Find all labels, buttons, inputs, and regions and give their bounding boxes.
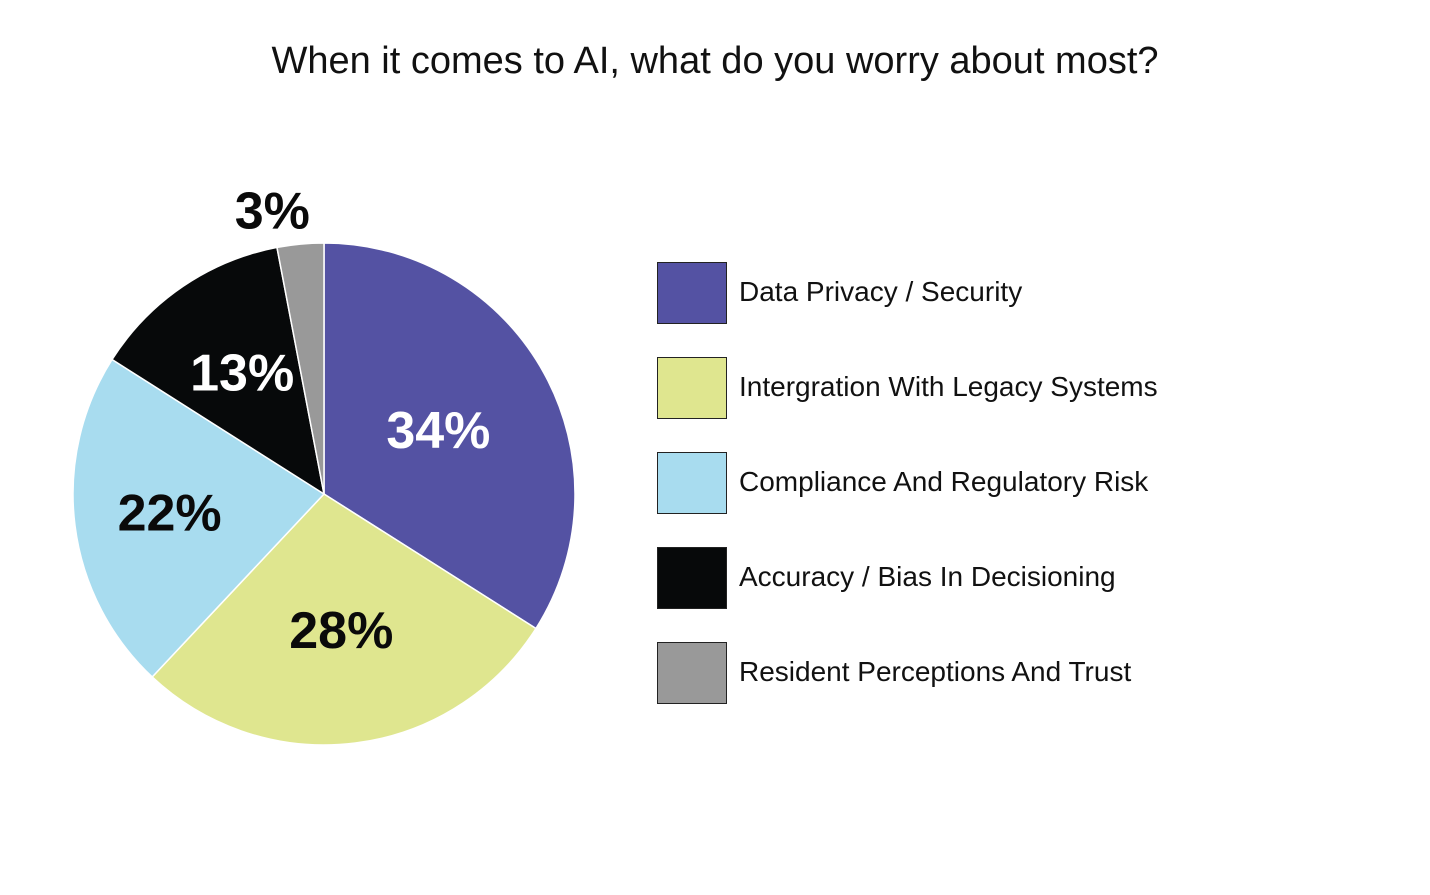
pie-slice-compliance-and-regulatory-risk [72,358,326,679]
legend-item-compliance-and-regulatory-risk: Compliance And Regulatory Risk [657,452,1357,514]
legend-swatch [657,642,727,704]
chart-title: When it comes to AI, what do you worry a… [271,40,1159,82]
legend-label: Resident Perceptions And Trust [739,656,1132,687]
legend-swatch [657,547,727,609]
legend-label: Data Privacy / Security [739,276,1023,307]
legend-label: Compliance And Regulatory Risk [739,466,1149,497]
data-label-compliance-and-regulatory-risk: 22% [118,485,222,543]
legend-item-data-privacy-security: Data Privacy / Security [657,262,1357,324]
data-label-intergration-with-legacy-systems: 28% [289,602,393,660]
pie-slice-intergration-with-legacy-systems [151,493,537,746]
pie-slice-resident-perceptions-and-trust [276,242,325,495]
data-label-data-privacy-security: 34% [386,402,490,460]
legend-item-intergration-with-legacy-systems: Intergration With Legacy Systems [657,357,1357,419]
legend-item-resident-perceptions-and-trust: Resident Perceptions And Trust [657,642,1357,704]
data-label-resident-perceptions-and-trust: 3% [235,183,310,241]
legend-swatch [657,262,727,324]
legend-label: Accuracy / Bias In Decisioning [739,561,1116,592]
legend-swatch [657,357,727,419]
data-label-accuracy-bias-in-decisioning: 13% [190,345,294,403]
legend-item-accuracy-bias-in-decisioning: Accuracy / Bias In Decisioning [657,547,1357,609]
pie-slice-data-privacy-security [323,242,576,630]
pie-slice-accuracy-bias-in-decisioning [111,246,326,496]
legend-swatch [657,452,727,514]
legend-label: Intergration With Legacy Systems [739,371,1158,402]
